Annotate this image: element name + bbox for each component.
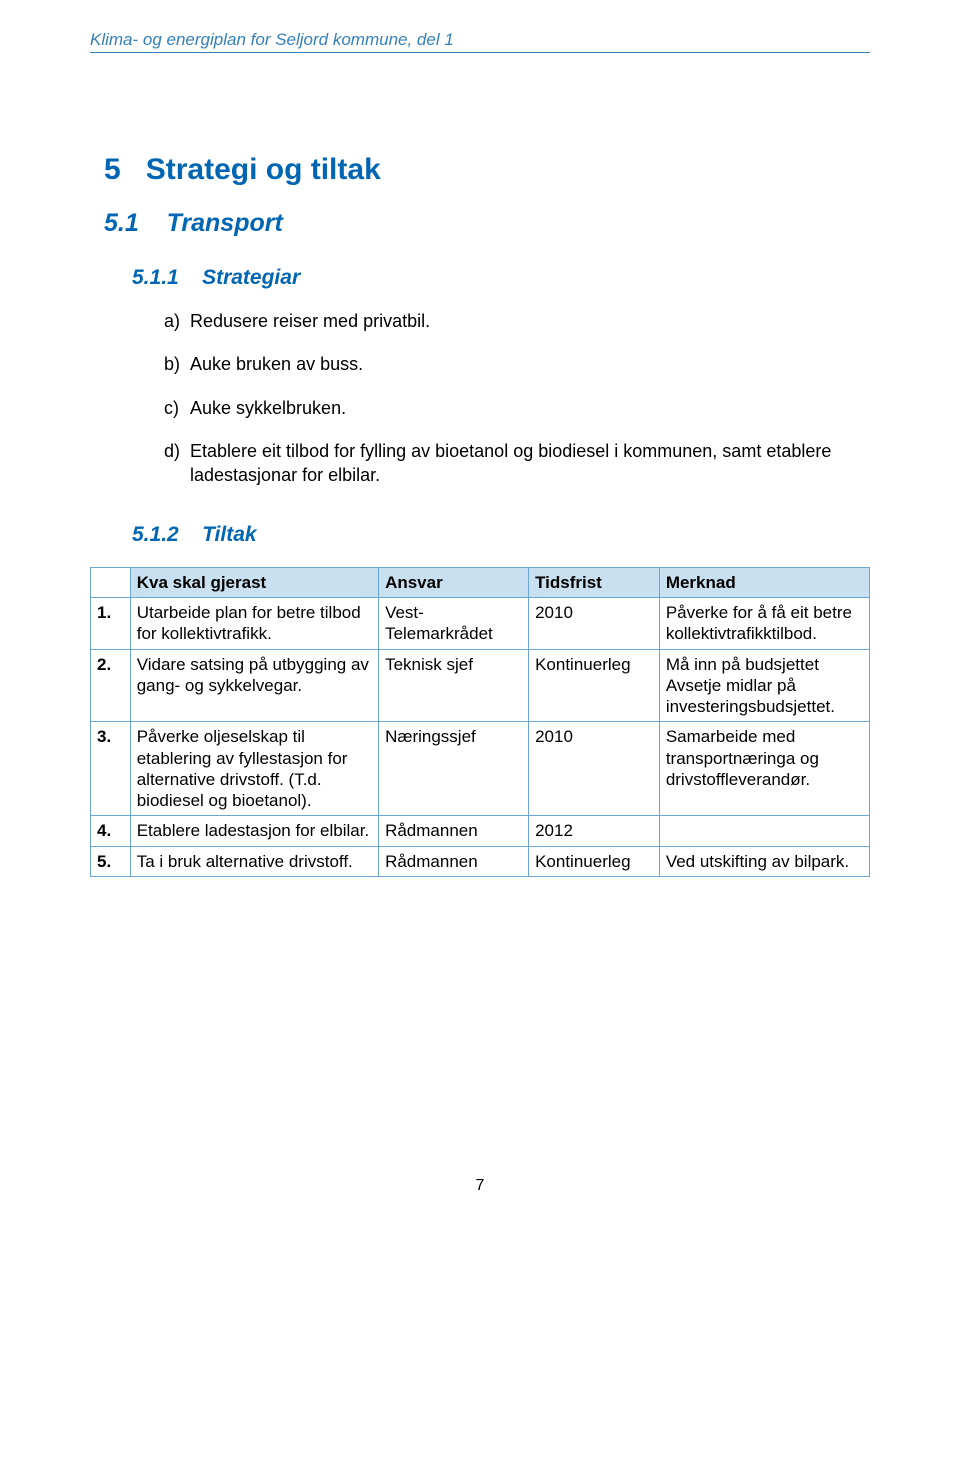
row-merknad <box>659 816 869 846</box>
strategy-list: a) Redusere reiser med privatbil. b) Auk… <box>164 310 870 487</box>
h3b-text: Tiltak <box>202 523 256 546</box>
table-header-row: Kva skal gjerast Ansvar Tidsfrist Merkna… <box>91 567 870 597</box>
list-text: Auke bruken av buss. <box>190 353 870 376</box>
table-row: 5. Ta i bruk alternative drivstoff. Rådm… <box>91 846 870 876</box>
h1-number: 5 <box>104 153 121 186</box>
table-row: 3. Påverke oljeselskap til etablering av… <box>91 722 870 816</box>
table-header-ansvar: Ansvar <box>379 567 529 597</box>
list-text: Etablere eit tilbod for fylling av bioet… <box>190 440 870 487</box>
h3a-number: 5.1.1 <box>132 266 179 289</box>
heading-3-strategiar: 5.1.1 Strategiar <box>132 266 870 290</box>
list-text: Auke sykkelbruken. <box>190 397 870 420</box>
row-number: 5. <box>91 846 131 876</box>
tiltak-table: Kva skal gjerast Ansvar Tidsfrist Merkna… <box>90 567 870 877</box>
table-row: 2. Vidare satsing på utbygging av gang- … <box>91 649 870 722</box>
row-merknad: Samarbeide med transportnæringa og drivs… <box>659 722 869 816</box>
row-merknad: Ved utskifting av bilpark. <box>659 846 869 876</box>
table-header-merknad: Merknad <box>659 567 869 597</box>
row-frist: 2012 <box>529 816 660 846</box>
h3a-text: Strategiar <box>202 266 300 289</box>
list-marker: d) <box>164 440 190 487</box>
row-merknad: Må inn på budsjettet Avsetje midlar på i… <box>659 649 869 722</box>
row-frist: Kontinuerleg <box>529 649 660 722</box>
row-ansvar: Teknisk sjef <box>379 649 529 722</box>
row-frist: 2010 <box>529 598 660 650</box>
row-frist: 2010 <box>529 722 660 816</box>
list-item: c) Auke sykkelbruken. <box>164 397 870 420</box>
row-number: 2. <box>91 649 131 722</box>
h2-number: 5.1 <box>104 209 139 237</box>
row-task: Utarbeide plan for betre tilbod for koll… <box>130 598 378 650</box>
h2-text: Transport <box>167 209 283 237</box>
row-task: Ta i bruk alternative drivstoff. <box>130 846 378 876</box>
table-row: 4. Etablere ladestasjon for elbilar. Råd… <box>91 816 870 846</box>
table-header-frist: Tidsfrist <box>529 567 660 597</box>
heading-2: 5.1 Transport <box>104 209 870 238</box>
list-item: b) Auke bruken av buss. <box>164 353 870 376</box>
row-ansvar: Vest-Telemarkrådet <box>379 598 529 650</box>
list-marker: c) <box>164 397 190 420</box>
h1-text: Strategi og tiltak <box>146 153 381 186</box>
list-item: a) Redusere reiser med privatbil. <box>164 310 870 333</box>
row-task: Vidare satsing på utbygging av gang- og … <box>130 649 378 722</box>
row-number: 1. <box>91 598 131 650</box>
row-merknad: Påverke for å få eit betre kollektivtraf… <box>659 598 869 650</box>
row-ansvar: Rådmannen <box>379 816 529 846</box>
table-header-task: Kva skal gjerast <box>130 567 378 597</box>
page-container: Klima- og energiplan for Seljord kommune… <box>0 0 960 1235</box>
row-ansvar: Rådmannen <box>379 846 529 876</box>
row-task: Påverke oljeselskap til etablering av fy… <box>130 722 378 816</box>
page-number: 7 <box>90 1177 870 1195</box>
row-ansvar: Næringssjef <box>379 722 529 816</box>
heading-3-tiltak: 5.1.2 Tiltak <box>132 523 870 547</box>
row-task: Etablere ladestasjon for elbilar. <box>130 816 378 846</box>
heading-1: 5 Strategi og tiltak <box>104 153 870 187</box>
table-header-blank <box>91 567 131 597</box>
doc-header-title: Klima- og energiplan for Seljord kommune… <box>90 30 454 49</box>
h3b-number: 5.1.2 <box>132 523 179 546</box>
list-marker: b) <box>164 353 190 376</box>
list-marker: a) <box>164 310 190 333</box>
row-number: 4. <box>91 816 131 846</box>
list-item: d) Etablere eit tilbod for fylling av bi… <box>164 440 870 487</box>
table-row: 1. Utarbeide plan for betre tilbod for k… <box>91 598 870 650</box>
row-number: 3. <box>91 722 131 816</box>
doc-header: Klima- og energiplan for Seljord kommune… <box>90 30 870 53</box>
row-frist: Kontinuerleg <box>529 846 660 876</box>
list-text: Redusere reiser med privatbil. <box>190 310 870 333</box>
